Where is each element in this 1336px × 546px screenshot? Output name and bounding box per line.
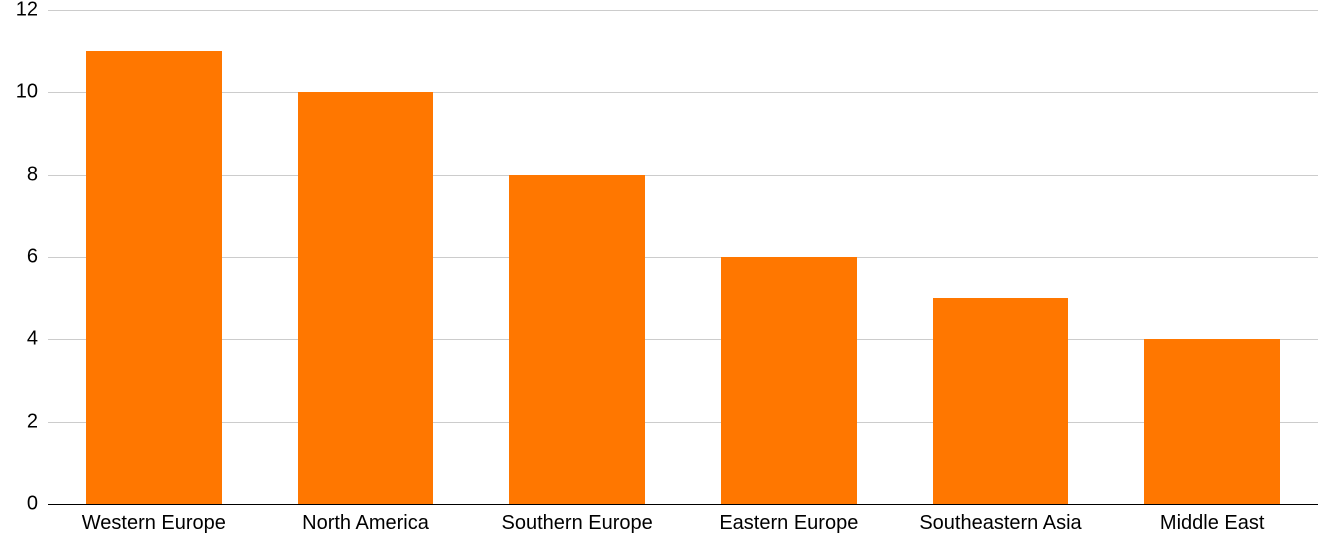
bar-slot: Western Europe bbox=[48, 10, 260, 504]
x-tick-label: Western Europe bbox=[82, 512, 226, 535]
x-tick-label: Middle East bbox=[1160, 512, 1265, 535]
x-tick-label: Southeastern Asia bbox=[919, 512, 1081, 535]
bar-slot: Middle East bbox=[1106, 10, 1318, 504]
x-tick-label: Eastern Europe bbox=[719, 512, 858, 535]
bar-slot: Eastern Europe bbox=[683, 10, 895, 504]
y-tick-label: 4 bbox=[0, 328, 38, 351]
bar bbox=[1144, 339, 1279, 504]
bar bbox=[86, 51, 221, 504]
bar-chart: 024681012Western EuropeNorth AmericaSout… bbox=[0, 0, 1336, 546]
y-tick-label: 0 bbox=[0, 493, 38, 516]
y-tick-label: 6 bbox=[0, 246, 38, 269]
bar bbox=[509, 175, 644, 504]
y-tick-label: 8 bbox=[0, 163, 38, 186]
bar-slot: Southern Europe bbox=[471, 10, 683, 504]
bar bbox=[298, 92, 433, 504]
bar-slot: Southeastern Asia bbox=[895, 10, 1107, 504]
bar-slot: North America bbox=[260, 10, 472, 504]
y-tick-label: 10 bbox=[0, 81, 38, 104]
bars-layer: Western EuropeNorth AmericaSouthern Euro… bbox=[48, 10, 1318, 504]
x-tick-label: Southern Europe bbox=[502, 512, 653, 535]
y-tick-label: 2 bbox=[0, 410, 38, 433]
bar bbox=[933, 298, 1068, 504]
x-tick-label: North America bbox=[302, 512, 429, 535]
x-axis-baseline bbox=[48, 504, 1318, 505]
y-tick-label: 12 bbox=[0, 0, 38, 22]
plot-area: 024681012Western EuropeNorth AmericaSout… bbox=[48, 10, 1318, 504]
bar bbox=[721, 257, 856, 504]
